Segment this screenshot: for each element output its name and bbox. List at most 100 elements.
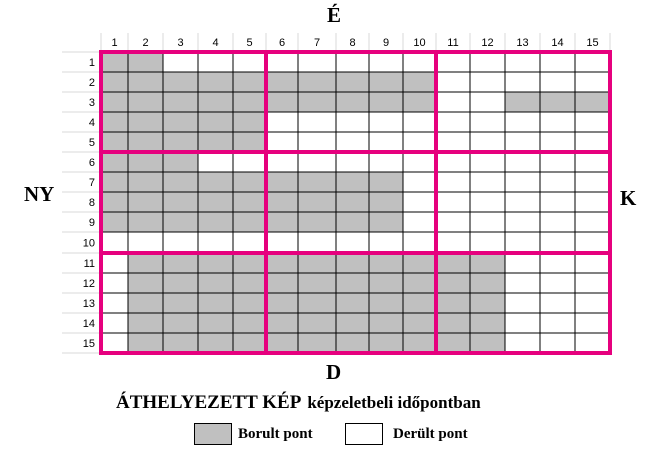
grid-cell <box>265 131 299 153</box>
row-label: 2 <box>89 77 95 89</box>
grid-cell <box>335 332 370 354</box>
grid-cell <box>469 231 506 254</box>
grid-cell <box>435 332 471 354</box>
grid-cell <box>297 111 337 133</box>
grid-cell <box>539 332 576 354</box>
grid-cell <box>162 71 199 93</box>
grid-cell <box>265 312 299 334</box>
grid-cell <box>368 51 404 73</box>
grid-cell <box>197 231 234 254</box>
grid-cell <box>127 191 164 213</box>
grid-cell <box>469 272 506 294</box>
column-label: 5 <box>246 37 252 49</box>
grid-cell <box>232 191 267 213</box>
grid-cell <box>504 111 541 133</box>
grid-cell <box>265 191 299 213</box>
grid-cell <box>197 211 234 233</box>
grid-cell <box>100 111 129 133</box>
grid-cell <box>504 71 541 93</box>
grid-cell <box>162 131 199 153</box>
south-label: D <box>326 360 342 384</box>
grid-cell <box>539 191 576 213</box>
grid-cell <box>197 91 234 113</box>
grid-cell <box>197 111 234 133</box>
column-label: 12 <box>481 37 493 49</box>
grid-cell <box>162 191 199 213</box>
grid-cell <box>162 231 199 254</box>
grid-cell <box>265 211 299 233</box>
grid-cell <box>100 312 129 334</box>
grid-cell <box>335 111 370 133</box>
grid-cell <box>162 111 199 133</box>
grid-cell <box>162 312 199 334</box>
row-label: 12 <box>83 278 95 290</box>
grid-cell <box>504 332 541 354</box>
grid-cell <box>469 252 506 274</box>
grid-cell <box>435 131 471 153</box>
grid-cell <box>402 332 437 354</box>
grid-cell <box>402 292 437 314</box>
grid-cell <box>469 312 506 334</box>
grid-cell <box>197 171 234 193</box>
clear-swatch <box>345 423 383 445</box>
grid-cell <box>469 91 506 113</box>
grid-cell <box>162 171 199 193</box>
grid-cell <box>127 111 164 133</box>
grid-cell <box>368 231 404 254</box>
column-label: 9 <box>383 37 389 49</box>
row-label: 5 <box>89 137 95 149</box>
grid-cell <box>265 51 299 73</box>
grid-cell <box>265 272 299 294</box>
grid-cell <box>574 51 611 73</box>
row-label: 8 <box>89 197 95 209</box>
column-label: 10 <box>413 37 425 49</box>
row-label: 14 <box>83 318 95 330</box>
column-label: 14 <box>551 37 563 49</box>
grid-cell <box>197 131 234 153</box>
legend-clear-label: Derült pont <box>393 426 468 442</box>
grid-cell <box>539 252 576 274</box>
grid-cell <box>435 171 471 193</box>
grid-cell <box>504 131 541 153</box>
grid-cell <box>402 171 437 193</box>
grid-cell <box>402 312 437 334</box>
grid-cell <box>402 252 437 274</box>
column-label: 15 <box>586 37 598 49</box>
grid-cell <box>335 91 370 113</box>
grid-cell <box>368 111 404 133</box>
grid-cell <box>265 71 299 93</box>
grid-cell <box>402 211 437 233</box>
grid-cell <box>435 191 471 213</box>
column-label: 1 <box>111 37 117 49</box>
grid-cell <box>504 252 541 274</box>
grid-cell <box>402 231 437 254</box>
grid-cell <box>335 292 370 314</box>
grid-cell <box>335 231 370 254</box>
grid-cell <box>435 231 471 254</box>
grid-cell <box>402 191 437 213</box>
grid-cell <box>539 91 576 113</box>
grid-cell <box>197 292 234 314</box>
grid-cell <box>100 211 129 233</box>
grid-cell <box>335 71 370 93</box>
grid-cell <box>197 332 234 354</box>
grid-cell <box>232 312 267 334</box>
grid-cell <box>539 272 576 294</box>
grid-cell <box>504 91 541 113</box>
grid-cell <box>297 71 337 93</box>
row-label: 7 <box>89 177 95 189</box>
grid-cell <box>100 71 129 93</box>
grid-cell <box>265 231 299 254</box>
grid-cell <box>100 131 129 153</box>
grid-cell <box>265 171 299 193</box>
grid-cell <box>335 131 370 153</box>
grid-cell <box>127 231 164 254</box>
grid-cell <box>335 151 370 173</box>
grid-cell <box>539 211 576 233</box>
grid-cell <box>232 252 267 274</box>
west-label: NY <box>24 182 55 206</box>
cloudy-swatch <box>194 423 232 445</box>
grid-cell <box>232 71 267 93</box>
grid-cell <box>297 131 337 153</box>
